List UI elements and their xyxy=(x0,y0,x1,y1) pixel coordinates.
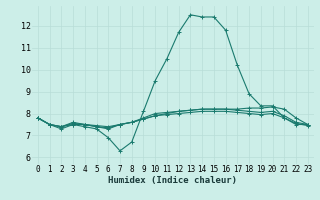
X-axis label: Humidex (Indice chaleur): Humidex (Indice chaleur) xyxy=(108,176,237,185)
